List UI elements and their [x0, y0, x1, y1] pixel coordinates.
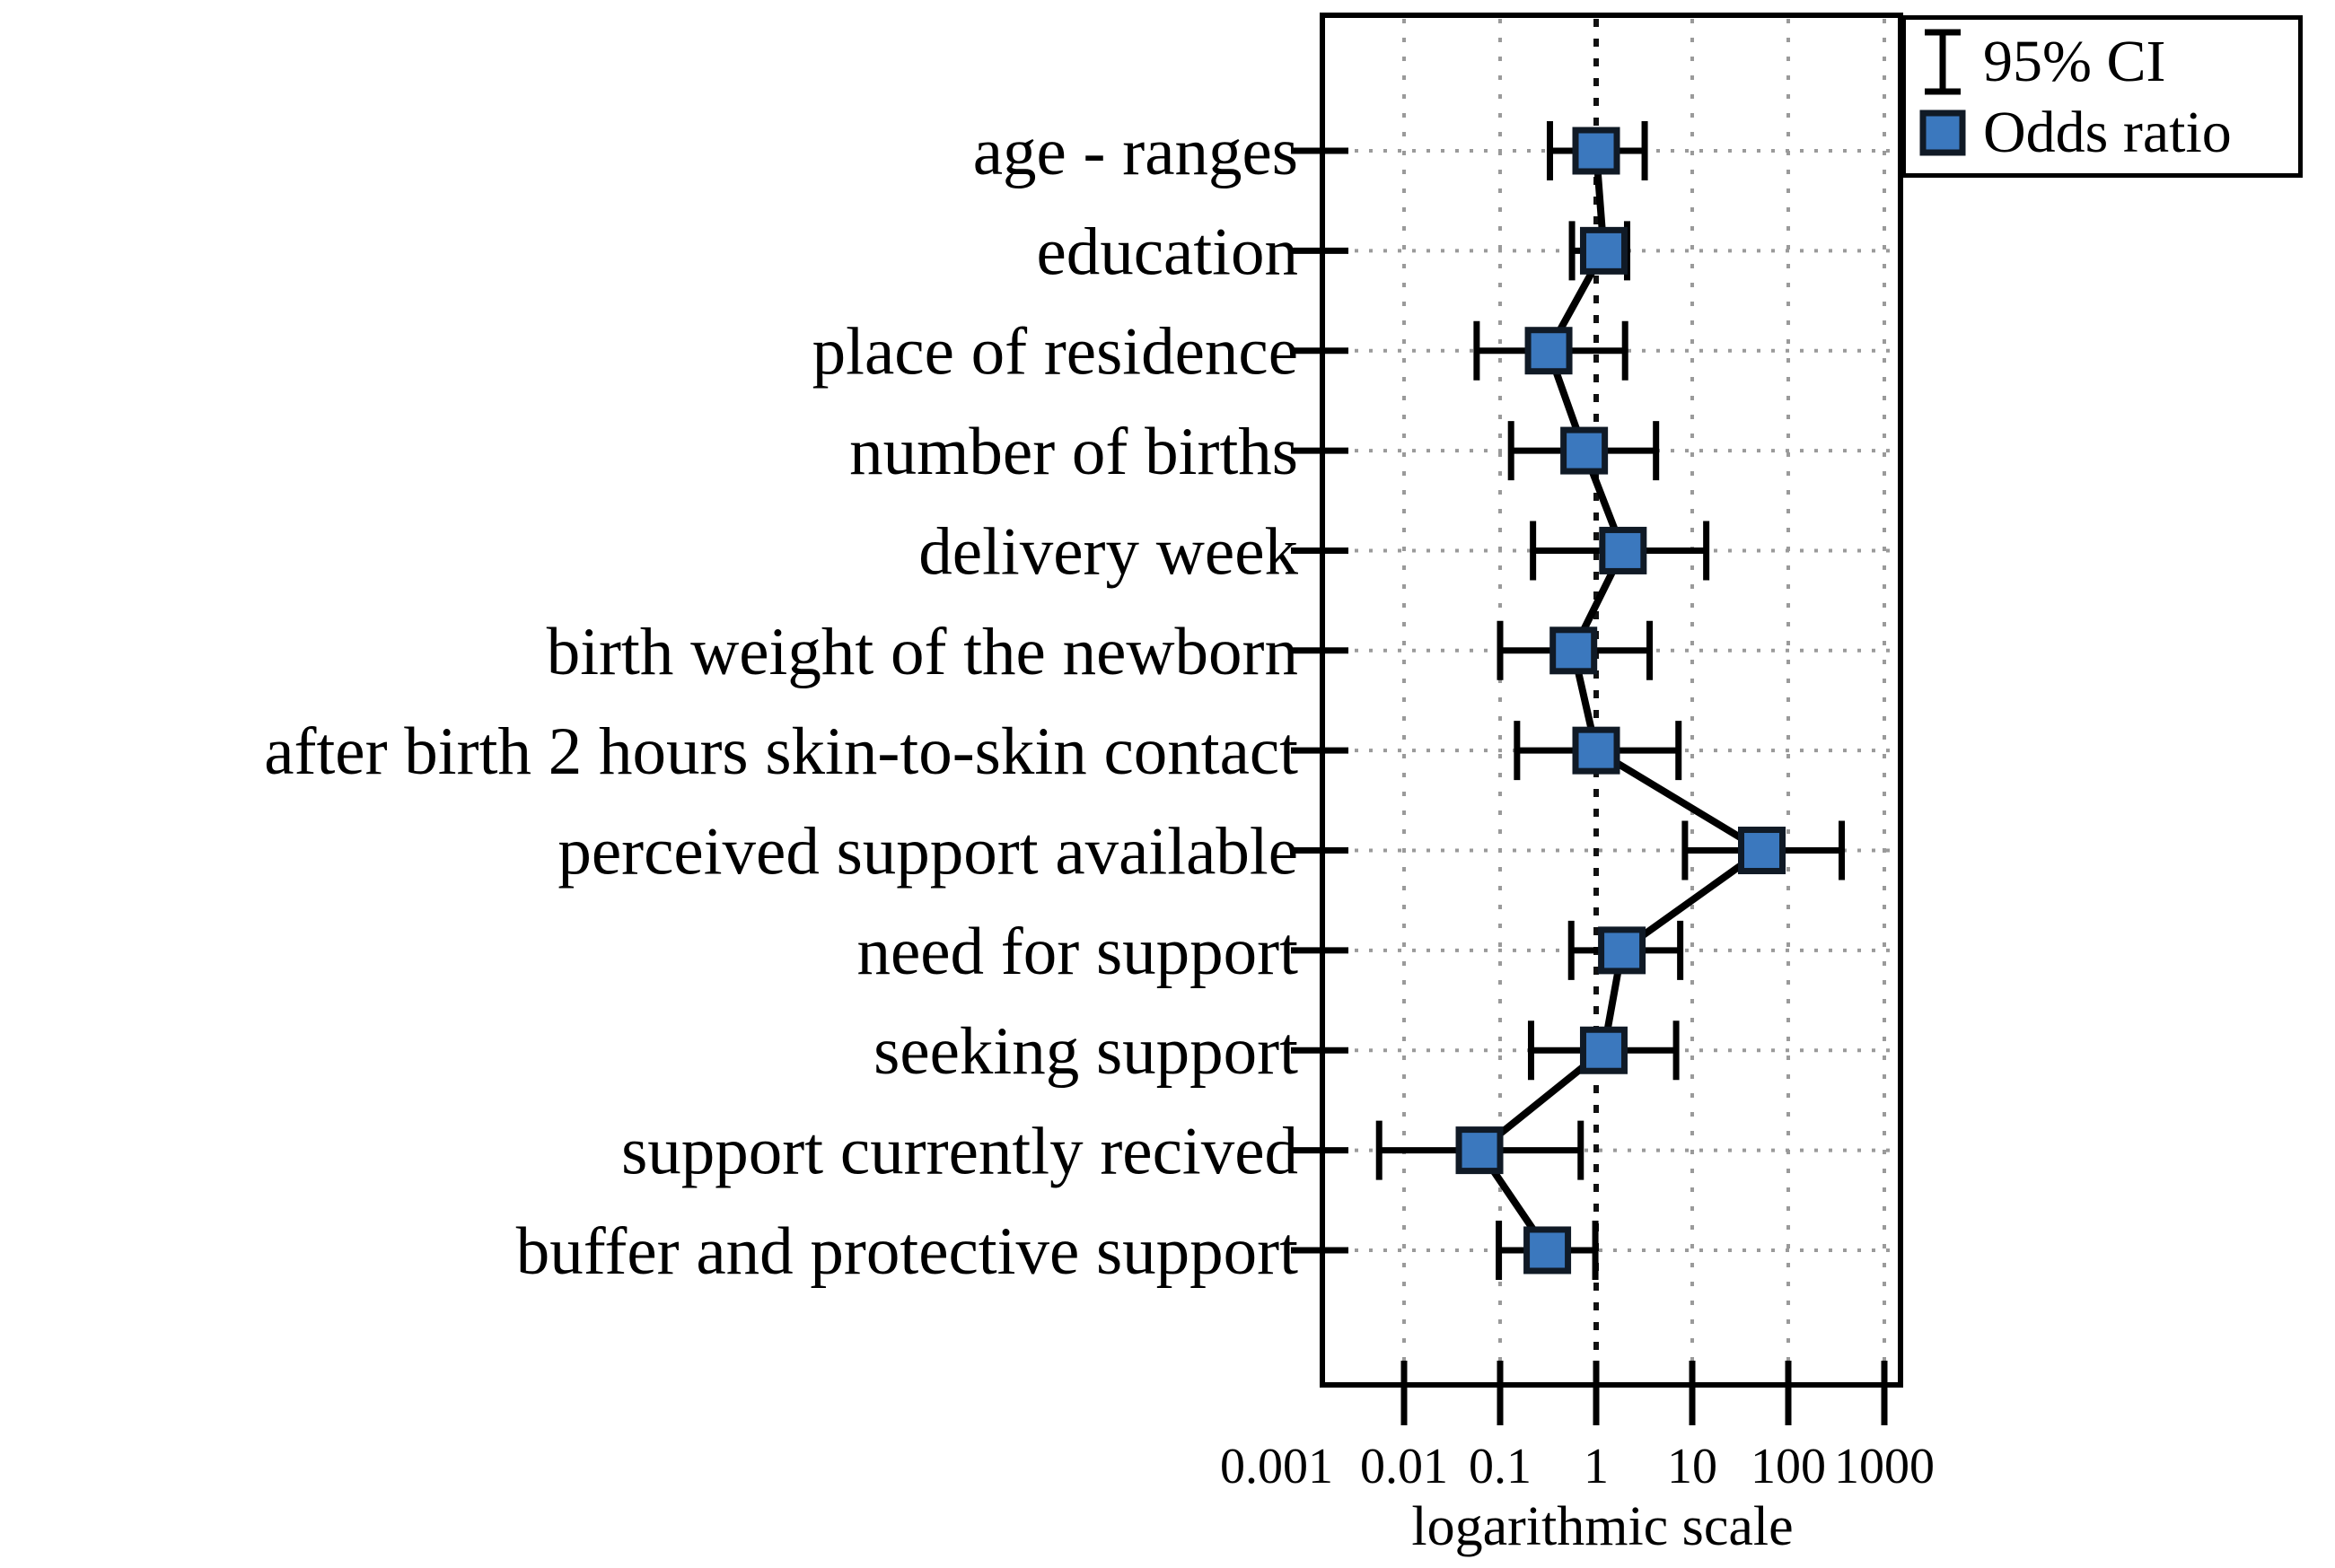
category-label: age - ranges [973, 115, 1298, 189]
odds-ratio-marker [1560, 426, 1609, 475]
category-label: delivery week [918, 514, 1298, 589]
category-label: need for support [856, 915, 1298, 989]
odds-ratio-marker [1549, 626, 1598, 675]
x-tick-label: 10 [1667, 1439, 1717, 1494]
legend-label-odds-ratio: Odds ratio [1983, 99, 2232, 165]
odds-ratio-marker [1579, 226, 1628, 275]
category-label: place of residence [812, 315, 1298, 390]
category-label: birth weight of the newborn [547, 615, 1298, 689]
legend-item-95ci: 95% CI [1911, 26, 2293, 98]
x-tick-label: 0.01 [1360, 1439, 1448, 1494]
error-bar-icon [1911, 26, 1974, 98]
series-line [1474, 150, 1769, 1253]
odds-ratio-marker [1455, 1126, 1504, 1175]
category-label: after birth 2 hours skin-to-skin contact [264, 714, 1298, 789]
odds-ratio-marker [1572, 726, 1620, 775]
plot-border [1320, 13, 1903, 1388]
x-tick-label: 0.001 [1220, 1439, 1333, 1494]
x-axis-title: logarithmic scale [1411, 1496, 1794, 1557]
odds-ratio-marker [1572, 127, 1620, 175]
odds-ratio-marker [1737, 827, 1786, 875]
category-label: support currently recived [621, 1115, 1298, 1189]
legend-item-odds-ratio: Odds ratio [1911, 98, 2293, 168]
odds-ratio-marker [1579, 1026, 1628, 1074]
category-label: buffer and protective support [516, 1214, 1298, 1289]
odds-ratio-marker [1599, 526, 1647, 574]
x-tick-label: 100 [1751, 1439, 1826, 1494]
category-label: perceived support available [557, 815, 1298, 889]
legend: 95% CI Odds ratio [1901, 15, 2303, 178]
x-tick-label: 0.1 [1469, 1439, 1532, 1494]
odds-ratio-marker [1598, 926, 1646, 975]
legend-label-95ci: 95% CI [1983, 28, 2166, 94]
x-tick-label: 1000 [1834, 1439, 1935, 1494]
odds-ratio-marker [1524, 327, 1573, 375]
x-tick-label: 1 [1584, 1439, 1609, 1494]
category-label: education [1036, 215, 1298, 289]
odds-ratio-marker-icon [1911, 108, 1974, 158]
category-label: seeking support [873, 1014, 1298, 1089]
category-label: number of births [849, 415, 1298, 489]
odds-ratio-marker [1523, 1226, 1572, 1275]
